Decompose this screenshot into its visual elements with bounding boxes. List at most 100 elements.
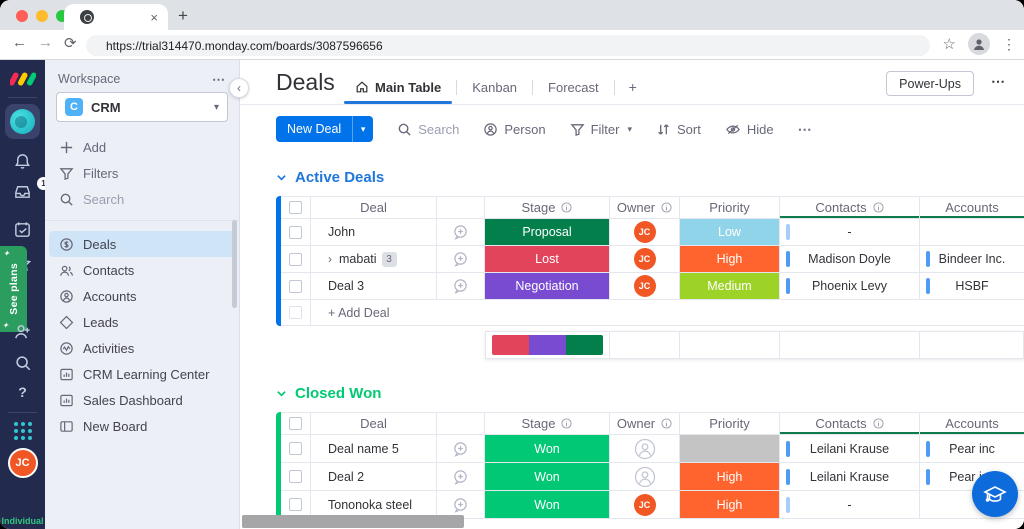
priority-cell[interactable]: High (680, 246, 780, 272)
add-update-button[interactable] (437, 273, 485, 299)
column-header-owner[interactable]: Owner (610, 413, 680, 434)
sidebar-item-accounts[interactable]: Accounts (49, 283, 236, 309)
stage-cell[interactable]: Won (485, 435, 610, 462)
toolbar-more-icon[interactable]: ⋯ (797, 120, 813, 137)
sidebar-item-crm-learning-center[interactable]: CRM Learning Center (49, 361, 236, 387)
browser-profile-avatar[interactable] (968, 33, 990, 55)
sidebar-item-deals[interactable]: Deals (49, 231, 236, 257)
learning-center-button[interactable] (972, 471, 1018, 517)
owner-cell[interactable] (610, 463, 680, 490)
reload-icon[interactable]: ⟳ (64, 35, 77, 52)
tab-kanban[interactable]: Kanban (472, 79, 518, 95)
browser-menu-icon[interactable]: ⋮ (1002, 35, 1016, 52)
deal-name-cell[interactable]: Tononoka steel (311, 491, 437, 518)
owner-cell[interactable]: JC (610, 246, 680, 272)
sidebar-item-new-board[interactable]: New Board (49, 413, 236, 439)
column-header-contacts[interactable]: Contacts (780, 413, 920, 434)
row-checkbox[interactable] (281, 463, 311, 490)
contacts-cell[interactable]: - (780, 491, 920, 518)
stage-cell[interactable]: Proposal (485, 219, 610, 245)
add-update-button[interactable] (437, 435, 485, 462)
priority-cell[interactable] (680, 435, 780, 462)
deal-name-cell[interactable]: Deal 3 (311, 273, 437, 299)
power-ups-button[interactable]: Power-Ups (886, 71, 974, 96)
add-view-button[interactable]: + (628, 79, 637, 95)
user-avatar[interactable]: JC (0, 448, 45, 478)
forward-icon[interactable]: → (38, 34, 53, 51)
column-header-deal[interactable]: Deal (311, 197, 437, 218)
deal-name-cell[interactable]: Deal name 5 (311, 435, 437, 462)
notifications-bell-icon[interactable] (0, 152, 45, 171)
invite-members-icon[interactable] (0, 322, 45, 341)
owner-cell[interactable] (610, 435, 680, 462)
add-update-button[interactable] (437, 246, 485, 272)
group-title[interactable]: Active Deals (276, 167, 1024, 187)
owner-cell[interactable]: JC (610, 491, 680, 518)
contacts-cell[interactable]: Leilani Krause (780, 463, 920, 490)
minimize-window-button[interactable] (36, 10, 48, 22)
tab-forecast[interactable]: Forecast (548, 79, 599, 95)
column-header-accounts[interactable]: Accounts (920, 413, 1024, 434)
accounts-cell[interactable]: Bindeer Inc. (920, 246, 1024, 272)
person-filter-tool[interactable]: Person (483, 122, 546, 137)
priority-cell[interactable]: High (680, 463, 780, 490)
sidebar-item-sales-dashboard[interactable]: Sales Dashboard (49, 387, 236, 413)
column-header-owner[interactable]: Owner (610, 197, 680, 218)
add-update-button[interactable] (437, 463, 485, 490)
deal-name-cell[interactable]: John (311, 219, 437, 245)
address-bar[interactable]: https://trial314470.monday.com/boards/30… (86, 35, 930, 56)
accounts-cell[interactable]: Pear inc (920, 435, 1024, 462)
stage-summary-cell[interactable] (485, 331, 610, 359)
new-deal-button[interactable]: New Deal ▾ (276, 116, 374, 142)
priority-cell[interactable]: Low (680, 219, 780, 245)
search-tool[interactable]: Search (397, 122, 459, 137)
column-header-stage[interactable]: Stage (485, 197, 610, 218)
apps-grid-icon[interactable] (0, 422, 45, 440)
my-work-calendar-icon[interactable] (0, 220, 45, 239)
priority-cell[interactable]: Medium (680, 273, 780, 299)
panel-scrollbar[interactable] (232, 220, 237, 308)
see-plans-banner[interactable]: See plans ✦ ✦ (0, 246, 27, 332)
sort-tool[interactable]: Sort (656, 122, 701, 137)
select-all-checkbox[interactable] (281, 197, 311, 218)
new-tab-button[interactable]: + (178, 6, 188, 25)
stage-cell[interactable]: Won (485, 491, 610, 518)
stage-cell[interactable]: Won (485, 463, 610, 490)
accounts-cell[interactable]: HSBF (920, 273, 1024, 299)
workspace-selector[interactable]: C CRM ▾ (56, 92, 228, 122)
stage-cell[interactable]: Lost (485, 246, 610, 272)
filter-tool[interactable]: Filter ▾ (570, 122, 632, 137)
workspace-menu-icon[interactable]: ⋯ (212, 72, 226, 87)
row-checkbox[interactable] (281, 491, 311, 518)
contacts-cell[interactable]: - (780, 219, 920, 245)
row-checkbox[interactable] (281, 435, 311, 462)
contacts-cell[interactable]: Leilani Krause (780, 435, 920, 462)
hide-tool[interactable]: Hide (725, 122, 774, 137)
priority-cell[interactable]: High (680, 491, 780, 518)
stage-cell[interactable]: Negotiation (485, 273, 610, 299)
row-checkbox[interactable] (281, 219, 311, 245)
crm-app-icon[interactable] (5, 104, 40, 139)
column-header-contacts[interactable]: Contacts (780, 197, 920, 218)
add-deal-row[interactable]: + Add Deal (281, 300, 1024, 326)
contacts-cell[interactable]: Madison Doyle (780, 246, 920, 272)
collapse-sidebar-button[interactable]: ‹ (229, 78, 249, 98)
back-icon[interactable]: ← (12, 34, 27, 51)
add-item-button[interactable]: Add (45, 134, 240, 160)
add-deal-label[interactable]: + Add Deal (328, 305, 390, 320)
browser-tab[interactable]: × (64, 4, 168, 30)
accounts-cell[interactable] (920, 219, 1024, 245)
board-menu-icon[interactable]: ⋯ (991, 73, 1006, 89)
inbox-icon[interactable]: 1 (0, 177, 50, 206)
column-header-priority[interactable]: Priority (680, 197, 780, 218)
tab-main-table[interactable]: Main Table (340, 70, 456, 104)
filters-button[interactable]: Filters (45, 160, 240, 186)
owner-cell[interactable]: JC (610, 219, 680, 245)
monday-logo[interactable] (0, 70, 45, 88)
expand-subitems-icon[interactable]: › (328, 252, 332, 266)
help-icon[interactable]: ? (18, 384, 27, 400)
sidebar-item-activities[interactable]: Activities (49, 335, 236, 361)
workspace-search-button[interactable]: Search (45, 186, 240, 212)
group-title[interactable]: Closed Won (276, 383, 1024, 403)
tab-close-icon[interactable]: × (150, 9, 158, 25)
